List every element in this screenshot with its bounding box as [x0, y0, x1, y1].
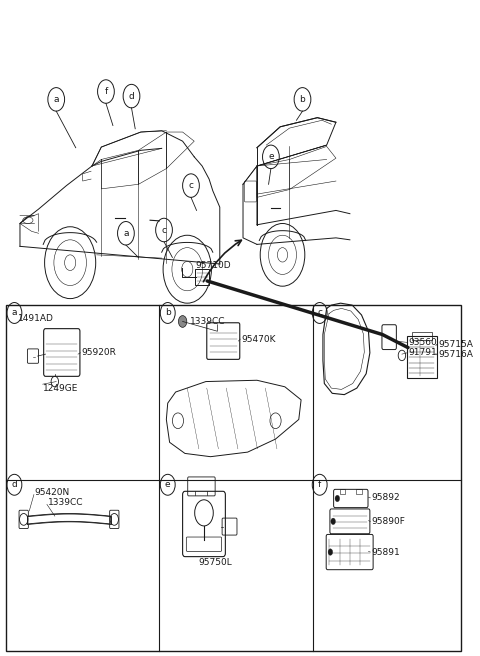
Text: 1491AD: 1491AD: [18, 314, 54, 323]
Text: a: a: [123, 229, 129, 237]
Circle shape: [335, 495, 340, 502]
Text: 95716A: 95716A: [438, 350, 473, 359]
Text: 1339CC: 1339CC: [190, 317, 225, 326]
Text: 95420N: 95420N: [35, 488, 70, 497]
Text: 1249GE: 1249GE: [43, 384, 79, 392]
Text: 93560: 93560: [408, 338, 437, 347]
Circle shape: [331, 518, 336, 525]
Text: 95891: 95891: [371, 548, 400, 556]
Circle shape: [328, 549, 333, 556]
Text: 95750L: 95750L: [198, 558, 232, 567]
Text: 95920R: 95920R: [81, 348, 116, 358]
Text: d: d: [129, 92, 134, 100]
Text: c: c: [162, 226, 167, 234]
Circle shape: [179, 316, 187, 327]
Bar: [340, 489, 345, 494]
Text: 91791: 91791: [408, 348, 437, 358]
Text: b: b: [300, 95, 305, 104]
Text: d: d: [12, 480, 17, 489]
Bar: [6, 305, 461, 651]
Bar: [356, 489, 362, 494]
Text: 95890F: 95890F: [371, 517, 405, 526]
Text: f: f: [104, 87, 108, 96]
Text: 95710D: 95710D: [196, 261, 231, 270]
Text: f: f: [318, 480, 321, 489]
Text: 95892: 95892: [371, 493, 400, 502]
Text: e: e: [268, 152, 274, 161]
Text: b: b: [165, 308, 170, 318]
Text: a: a: [53, 95, 59, 104]
Text: 1339CC: 1339CC: [48, 498, 84, 507]
Text: c: c: [189, 181, 193, 190]
Text: e: e: [165, 480, 170, 489]
Text: c: c: [317, 308, 322, 318]
Text: a: a: [12, 308, 17, 318]
Text: 95470K: 95470K: [241, 335, 276, 344]
Text: 95715A: 95715A: [438, 340, 473, 349]
